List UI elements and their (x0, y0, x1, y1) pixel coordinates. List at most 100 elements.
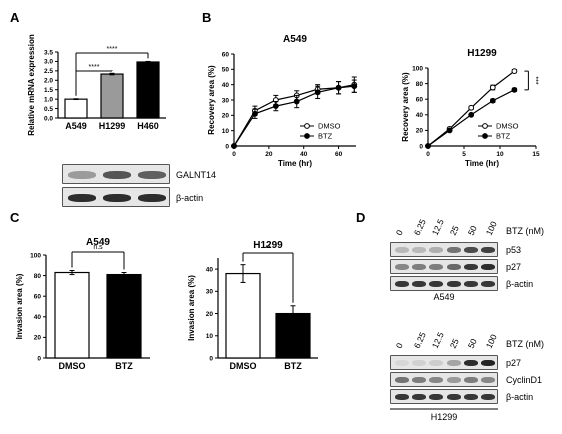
panel-letter-d: D (356, 210, 365, 225)
panel-d-bottom-blot-0 (390, 355, 498, 370)
panel-a-blot-0-band (68, 170, 97, 179)
panel-d-top-blot-0 (390, 242, 498, 257)
panel-d-top-blot-1-band (394, 264, 409, 271)
panel-a-y-tick-label: 1.5 (44, 87, 53, 94)
panel-b-a549-y-tick-label: 60 (222, 51, 230, 58)
panel-d-bottom-blot-1-band (412, 377, 426, 384)
panel-d-bottom-blot-1-band (464, 377, 478, 384)
panel-d-bottom-blot-2-band (394, 394, 409, 401)
panel-d-bottom-blot-1 (390, 372, 498, 387)
panel-c-a549-y-tick-label: 80 (34, 273, 42, 280)
panel-d-bottom-blot-label: β-actin (506, 392, 533, 402)
panel-c-h1299-title: H1299 (253, 240, 283, 251)
panel-b-h1299-legend-marker (482, 123, 488, 129)
panel-a-y-tick-label: 0.0 (44, 115, 53, 122)
panel-d-top-blot-0-band (446, 247, 461, 254)
panel-d-top-conc-label: 100 (484, 220, 499, 237)
panel-b-h1299-point (489, 84, 496, 91)
panel-d-top-blot-2-band (429, 281, 444, 288)
panel-a-blot-1 (62, 187, 170, 207)
panel-d-top-blot-1-band (464, 264, 478, 271)
panel-b-a549-legend-marker (304, 123, 310, 129)
panel-b-a549-legend-label: BTZ (318, 132, 333, 141)
panel-d-bottom-conc-label: 6.25 (412, 330, 428, 349)
panel-d-bottom-conc-title: BTZ (nM) (506, 339, 544, 349)
panel-b-a549-x-tick-label: 40 (300, 151, 308, 158)
panel-c-a549-y-tick-label: 40 (34, 314, 42, 321)
panel-c-a549-y-tick-label: 20 (34, 335, 42, 342)
panel-d-bottom-conc-label: 12.5 (430, 330, 446, 349)
panel-c-a549-bar (106, 273, 142, 359)
panel-c-h1299-category-label: BTZ (284, 361, 302, 371)
panel-a-y-tick-label: 3.0 (44, 59, 53, 66)
panel-c-h1299-sig-label: ** (265, 245, 271, 252)
panel-c-h1299-y-tick-label: 20 (206, 311, 214, 318)
panel-d-top-blot-2-band (394, 281, 409, 288)
panel-d-top-blot-label: β-actin (506, 279, 533, 289)
panel-c-a549-category-label: DMSO (59, 361, 86, 371)
panel-c-h1299-y-tick-label: 0 (209, 355, 213, 362)
panel-d-bottom-blot-2 (390, 389, 498, 404)
panel-d-bottom-blot-0-band (481, 360, 496, 367)
panel-a-y-tick-label: 1.0 (44, 96, 53, 103)
panel-d-top-blot-2-band (464, 281, 478, 288)
panel-a-y-tick-label: 0.5 (44, 106, 53, 113)
panel-b-a549-y-tick-label: 20 (222, 113, 230, 120)
panel-a-blot-1-band (68, 193, 97, 202)
panel-d-top-blot-2-band (412, 281, 426, 288)
panel-a-sig-label: **** (107, 46, 118, 53)
panel-d-top-blot-label: p27 (506, 262, 521, 272)
panel-d-bottom-blot-label: CyclinD1 (506, 375, 542, 385)
panel-b-h1299-x-tick-label: 0 (426, 151, 430, 158)
panel-a-blot-label: β-actin (176, 193, 203, 203)
panel-d-bottom-blot-2-band (481, 394, 496, 401)
panel-b-h1299-legend-marker (482, 133, 488, 139)
panel-b-a549-point (252, 110, 258, 117)
panel-a-category-label: H460 (137, 121, 159, 131)
panel-b-a549-legend-marker (304, 133, 310, 139)
panel-c-a549-y-tick-label: 0 (37, 355, 41, 362)
panel-b-a549-x-label: Time (hr) (278, 159, 312, 168)
panel-b-h1299-x-tick-label: 5 (462, 151, 466, 158)
panel-c-h1299-y-tick-label: 30 (206, 289, 214, 296)
panel-b-a549-point (314, 89, 321, 96)
panel-a-y-tick-label: 2.5 (44, 68, 53, 75)
panel-d-top-blot-2-band (481, 281, 496, 288)
panel-b-h1299-point (489, 97, 496, 104)
panel-d-bottom-conc-label: 50 (466, 337, 479, 350)
panel-b-h1299-y-tick-label: 60 (416, 97, 424, 104)
panel-b-a549-point (231, 143, 237, 149)
panel-c-a549-y-tick-label: 100 (30, 252, 41, 259)
panel-d-top-cell-line: A549 (433, 292, 454, 302)
panel-d-bottom-blot-1-band (429, 377, 444, 384)
panel-d-top-blot-0-band (429, 247, 444, 254)
panel-d-top-blot-0-band (394, 247, 409, 254)
panel-d-bottom-blot-2-band (464, 394, 478, 401)
panel-b-h1299-point (468, 104, 475, 111)
panel-a-blot-label: GALNT14 (176, 170, 216, 180)
panel-b-h1299-point (468, 111, 475, 118)
panel-a-sig-label: **** (89, 64, 100, 71)
panel-a-blot-0 (62, 164, 170, 184)
panel-b-a549-legend-label: DMSO (318, 122, 341, 131)
panel-b-h1299-y-tick-label: 0 (419, 143, 423, 150)
panel-a-category-label: H1299 (99, 121, 126, 131)
panel-b-a549-x-tick-label: 0 (232, 151, 236, 158)
panel-b-a549-y-tick-label: 10 (222, 128, 230, 135)
panel-d-top-conc-label: 6.25 (412, 217, 428, 236)
panel-d-top-blot-1-band (429, 264, 444, 271)
panel-letter-c: C (10, 210, 20, 225)
panel-b-h1299-point (511, 68, 518, 75)
panel-b-a549-y-tick-label: 40 (222, 82, 230, 89)
panel-b-h1299-x-tick-label: 15 (532, 151, 540, 158)
panel-c-a549-y-label: Invasion area (%) (15, 273, 24, 339)
panel-b-a549-x-tick-label: 20 (265, 151, 273, 158)
panel-b-h1299-point (446, 127, 453, 134)
panel-d-top-blot-0-band (464, 247, 478, 254)
panel-b-h1299-x-tick-label: 10 (496, 151, 504, 158)
panel-c-a549-y-tick-label: 60 (34, 294, 42, 301)
panel-d-top-blot-2-band (446, 281, 461, 288)
panel-c-h1299-y-tick-label: 10 (206, 333, 214, 340)
